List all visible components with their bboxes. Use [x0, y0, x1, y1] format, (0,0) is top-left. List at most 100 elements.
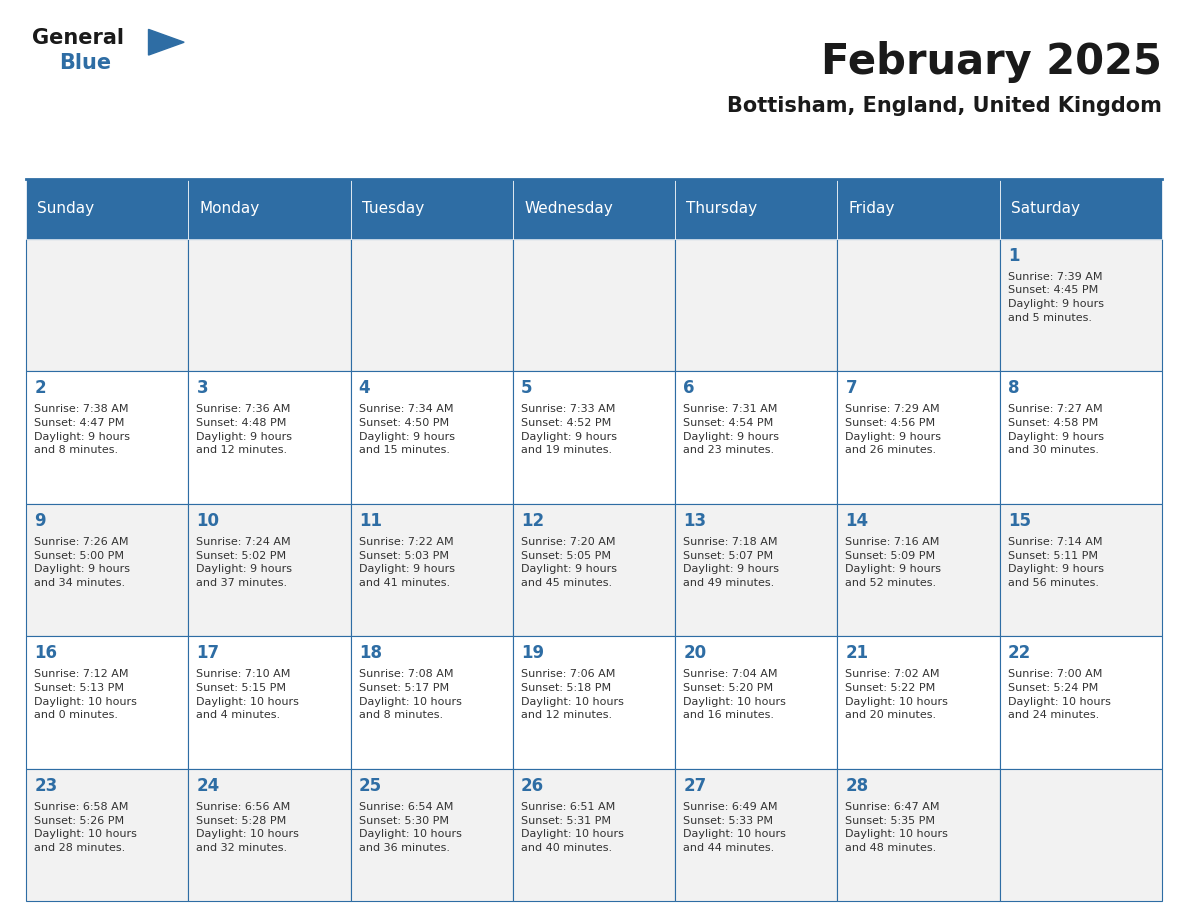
Text: General: General [32, 28, 124, 48]
Polygon shape [148, 29, 184, 55]
Text: 5: 5 [522, 379, 532, 397]
Text: 15: 15 [1007, 511, 1031, 530]
Bar [838, 239, 999, 371]
Text: February 2025: February 2025 [821, 41, 1162, 84]
Text: Thursday: Thursday [687, 201, 758, 217]
Bar [189, 769, 350, 901]
Bar [999, 239, 1162, 371]
Text: 8: 8 [1007, 379, 1019, 397]
Text: Sunrise: 7:29 AM
Sunset: 4:56 PM
Daylight: 9 hours
and 26 minutes.: Sunrise: 7:29 AM Sunset: 4:56 PM Dayligh… [846, 404, 941, 455]
Text: 7: 7 [846, 379, 857, 397]
Text: Sunrise: 7:22 AM
Sunset: 5:03 PM
Daylight: 9 hours
and 41 minutes.: Sunrise: 7:22 AM Sunset: 5:03 PM Dayligh… [359, 537, 455, 588]
Text: Sunrise: 7:33 AM
Sunset: 4:52 PM
Daylight: 9 hours
and 19 minutes.: Sunrise: 7:33 AM Sunset: 4:52 PM Dayligh… [522, 404, 617, 455]
Text: 20: 20 [683, 644, 707, 662]
Bar [838, 636, 999, 769]
Text: 10: 10 [196, 511, 220, 530]
Text: Sunrise: 6:49 AM
Sunset: 5:33 PM
Daylight: 10 hours
and 44 minutes.: Sunrise: 6:49 AM Sunset: 5:33 PM Dayligh… [683, 802, 786, 853]
Text: Bottisham, England, United Kingdom: Bottisham, England, United Kingdom [727, 96, 1162, 117]
Text: Sunrise: 7:04 AM
Sunset: 5:20 PM
Daylight: 10 hours
and 16 minutes.: Sunrise: 7:04 AM Sunset: 5:20 PM Dayligh… [683, 669, 786, 721]
Text: Sunrise: 7:36 AM
Sunset: 4:48 PM
Daylight: 9 hours
and 12 minutes.: Sunrise: 7:36 AM Sunset: 4:48 PM Dayligh… [196, 404, 292, 455]
Bar [999, 636, 1162, 769]
Text: 4: 4 [359, 379, 371, 397]
Bar [350, 504, 513, 636]
Bar [513, 769, 675, 901]
Text: Monday: Monday [200, 201, 260, 217]
Bar [999, 504, 1162, 636]
Bar [189, 636, 350, 769]
Text: 19: 19 [522, 644, 544, 662]
Text: Saturday: Saturday [1011, 201, 1080, 217]
Text: Sunrise: 7:02 AM
Sunset: 5:22 PM
Daylight: 10 hours
and 20 minutes.: Sunrise: 7:02 AM Sunset: 5:22 PM Dayligh… [846, 669, 948, 721]
Bar [26, 179, 189, 239]
Bar [675, 179, 838, 239]
Text: 28: 28 [846, 777, 868, 795]
Bar [350, 769, 513, 901]
Bar [26, 239, 189, 371]
Bar [838, 179, 999, 239]
Text: Sunrise: 7:16 AM
Sunset: 5:09 PM
Daylight: 9 hours
and 52 minutes.: Sunrise: 7:16 AM Sunset: 5:09 PM Dayligh… [846, 537, 941, 588]
Text: 13: 13 [683, 511, 707, 530]
Text: 26: 26 [522, 777, 544, 795]
Text: Sunrise: 7:26 AM
Sunset: 5:00 PM
Daylight: 9 hours
and 34 minutes.: Sunrise: 7:26 AM Sunset: 5:00 PM Dayligh… [34, 537, 131, 588]
Text: Tuesday: Tuesday [362, 201, 424, 217]
Text: Sunrise: 7:27 AM
Sunset: 4:58 PM
Daylight: 9 hours
and 30 minutes.: Sunrise: 7:27 AM Sunset: 4:58 PM Dayligh… [1007, 404, 1104, 455]
Text: Sunrise: 7:14 AM
Sunset: 5:11 PM
Daylight: 9 hours
and 56 minutes.: Sunrise: 7:14 AM Sunset: 5:11 PM Dayligh… [1007, 537, 1104, 588]
Text: Sunrise: 6:54 AM
Sunset: 5:30 PM
Daylight: 10 hours
and 36 minutes.: Sunrise: 6:54 AM Sunset: 5:30 PM Dayligh… [359, 802, 462, 853]
Bar [189, 179, 350, 239]
Text: Sunrise: 6:51 AM
Sunset: 5:31 PM
Daylight: 10 hours
and 40 minutes.: Sunrise: 6:51 AM Sunset: 5:31 PM Dayligh… [522, 802, 624, 853]
Bar [999, 179, 1162, 239]
Text: 18: 18 [359, 644, 381, 662]
Text: Sunrise: 7:06 AM
Sunset: 5:18 PM
Daylight: 10 hours
and 12 minutes.: Sunrise: 7:06 AM Sunset: 5:18 PM Dayligh… [522, 669, 624, 721]
Text: Sunrise: 7:34 AM
Sunset: 4:50 PM
Daylight: 9 hours
and 15 minutes.: Sunrise: 7:34 AM Sunset: 4:50 PM Dayligh… [359, 404, 455, 455]
Bar [838, 769, 999, 901]
Text: Sunrise: 6:58 AM
Sunset: 5:26 PM
Daylight: 10 hours
and 28 minutes.: Sunrise: 6:58 AM Sunset: 5:26 PM Dayligh… [34, 802, 137, 853]
Text: 1: 1 [1007, 247, 1019, 264]
Text: Wednesday: Wednesday [524, 201, 613, 217]
Text: 17: 17 [196, 644, 220, 662]
Bar [350, 179, 513, 239]
Bar [513, 371, 675, 504]
Text: Sunrise: 6:47 AM
Sunset: 5:35 PM
Daylight: 10 hours
and 48 minutes.: Sunrise: 6:47 AM Sunset: 5:35 PM Dayligh… [846, 802, 948, 853]
Text: 24: 24 [196, 777, 220, 795]
Bar [350, 239, 513, 371]
Text: Friday: Friday [848, 201, 895, 217]
Text: Sunrise: 7:31 AM
Sunset: 4:54 PM
Daylight: 9 hours
and 23 minutes.: Sunrise: 7:31 AM Sunset: 4:54 PM Dayligh… [683, 404, 779, 455]
Text: 21: 21 [846, 644, 868, 662]
Text: Blue: Blue [59, 53, 112, 73]
Text: Sunrise: 7:12 AM
Sunset: 5:13 PM
Daylight: 10 hours
and 0 minutes.: Sunrise: 7:12 AM Sunset: 5:13 PM Dayligh… [34, 669, 137, 721]
Text: 3: 3 [196, 379, 208, 397]
Bar [675, 769, 838, 901]
Bar [189, 504, 350, 636]
Bar [26, 504, 189, 636]
Text: 22: 22 [1007, 644, 1031, 662]
Bar [999, 371, 1162, 504]
Bar [350, 371, 513, 504]
Text: 2: 2 [34, 379, 46, 397]
Bar [26, 371, 189, 504]
Text: 12: 12 [522, 511, 544, 530]
Text: 25: 25 [359, 777, 381, 795]
Text: Sunrise: 7:20 AM
Sunset: 5:05 PM
Daylight: 9 hours
and 45 minutes.: Sunrise: 7:20 AM Sunset: 5:05 PM Dayligh… [522, 537, 617, 588]
Bar [189, 371, 350, 504]
Bar [513, 504, 675, 636]
Text: Sunrise: 7:08 AM
Sunset: 5:17 PM
Daylight: 10 hours
and 8 minutes.: Sunrise: 7:08 AM Sunset: 5:17 PM Dayligh… [359, 669, 462, 721]
Bar [513, 239, 675, 371]
Text: 11: 11 [359, 511, 381, 530]
Text: Sunrise: 7:10 AM
Sunset: 5:15 PM
Daylight: 10 hours
and 4 minutes.: Sunrise: 7:10 AM Sunset: 5:15 PM Dayligh… [196, 669, 299, 721]
Bar [350, 636, 513, 769]
Bar [675, 636, 838, 769]
Text: 14: 14 [846, 511, 868, 530]
Text: Sunrise: 7:38 AM
Sunset: 4:47 PM
Daylight: 9 hours
and 8 minutes.: Sunrise: 7:38 AM Sunset: 4:47 PM Dayligh… [34, 404, 131, 455]
Bar [838, 371, 999, 504]
Bar [838, 504, 999, 636]
Text: Sunrise: 7:00 AM
Sunset: 5:24 PM
Daylight: 10 hours
and 24 minutes.: Sunrise: 7:00 AM Sunset: 5:24 PM Dayligh… [1007, 669, 1111, 721]
Text: Sunrise: 6:56 AM
Sunset: 5:28 PM
Daylight: 10 hours
and 32 minutes.: Sunrise: 6:56 AM Sunset: 5:28 PM Dayligh… [196, 802, 299, 853]
Text: Sunday: Sunday [38, 201, 95, 217]
Text: Sunrise: 7:24 AM
Sunset: 5:02 PM
Daylight: 9 hours
and 37 minutes.: Sunrise: 7:24 AM Sunset: 5:02 PM Dayligh… [196, 537, 292, 588]
Text: 27: 27 [683, 777, 707, 795]
Bar [189, 239, 350, 371]
Text: 16: 16 [34, 644, 57, 662]
Text: Sunrise: 7:18 AM
Sunset: 5:07 PM
Daylight: 9 hours
and 49 minutes.: Sunrise: 7:18 AM Sunset: 5:07 PM Dayligh… [683, 537, 779, 588]
Bar [675, 239, 838, 371]
Bar [513, 636, 675, 769]
